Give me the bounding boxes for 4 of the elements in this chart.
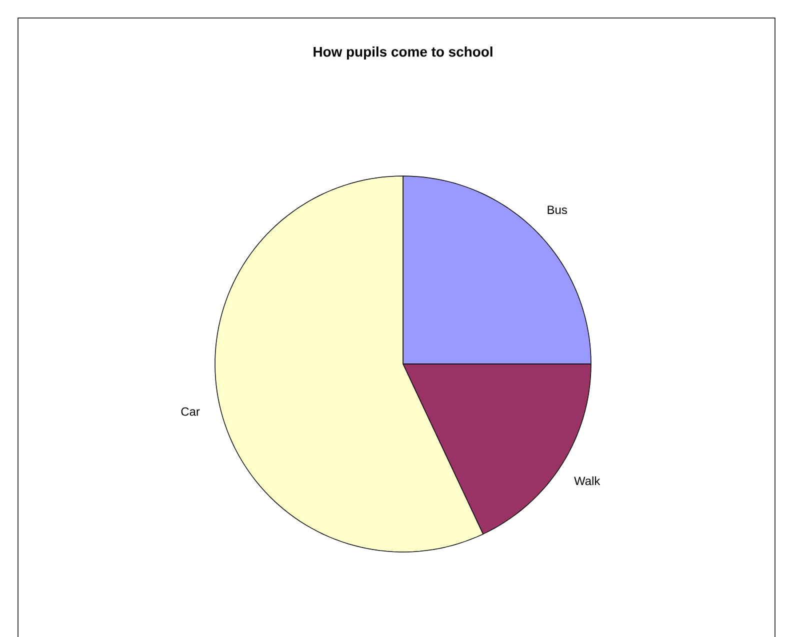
slice-label: Bus xyxy=(548,206,567,214)
chart-title: How pupils come to school xyxy=(314,46,492,60)
slice-label: Walk xyxy=(574,476,600,486)
slice-label: Car xyxy=(181,407,200,416)
